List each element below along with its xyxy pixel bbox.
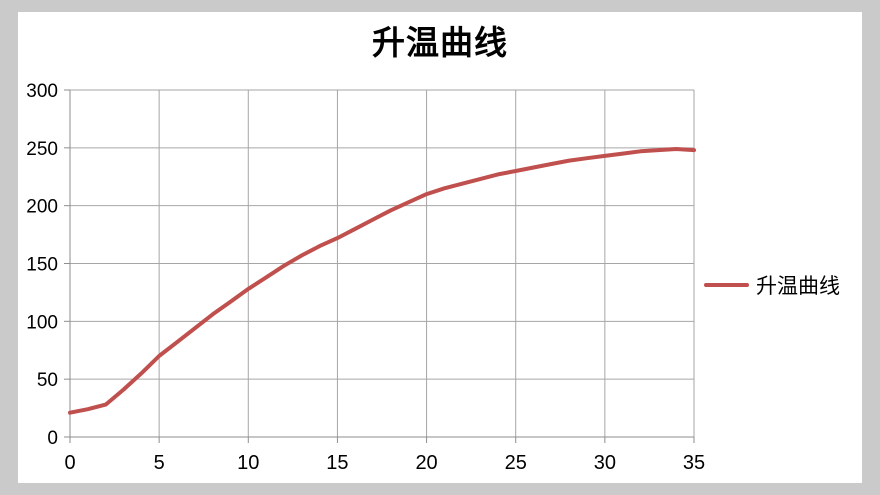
legend-line-swatch (704, 283, 749, 287)
legend[interactable]: 升温曲线 (704, 273, 840, 298)
y-axis-tick-label: 0 (47, 428, 58, 449)
x-axis-tick-label: 30 (594, 452, 616, 474)
x-axis-tick-label: 10 (237, 452, 259, 474)
y-axis-tick-label: 200 (26, 197, 58, 218)
x-axis-tick-label: 25 (505, 452, 527, 474)
plot-svg: 0 5 10 15 20 25 30 35 0 50 100 150 200 250 300 (26, 81, 705, 474)
y-axis-tick-label: 150 (26, 255, 58, 276)
x-axis-tick-label: 5 (154, 452, 165, 474)
chart-object[interactable]: 升温曲线 0 5 10 15 20 25 30 35 0 50 100 150 200 250 300 升温… (18, 12, 862, 483)
temperature-series-line (68, 147, 696, 415)
y-axis-tick-label: 50 (37, 370, 58, 391)
y-axis-tick-label: 300 (26, 81, 58, 102)
x-axis-tick-label: 15 (326, 452, 348, 474)
x-axis-tick-label: 0 (64, 452, 75, 474)
x-axis-tick-label: 20 (415, 452, 437, 474)
legend-series-label: 升温曲线 (756, 274, 840, 298)
y-axis-tick-label: 100 (26, 312, 58, 333)
x-axis-tick-label: 35 (683, 452, 705, 474)
chart-title: 升温曲线 (372, 23, 508, 62)
y-axis-tick-label: 250 (26, 139, 58, 160)
